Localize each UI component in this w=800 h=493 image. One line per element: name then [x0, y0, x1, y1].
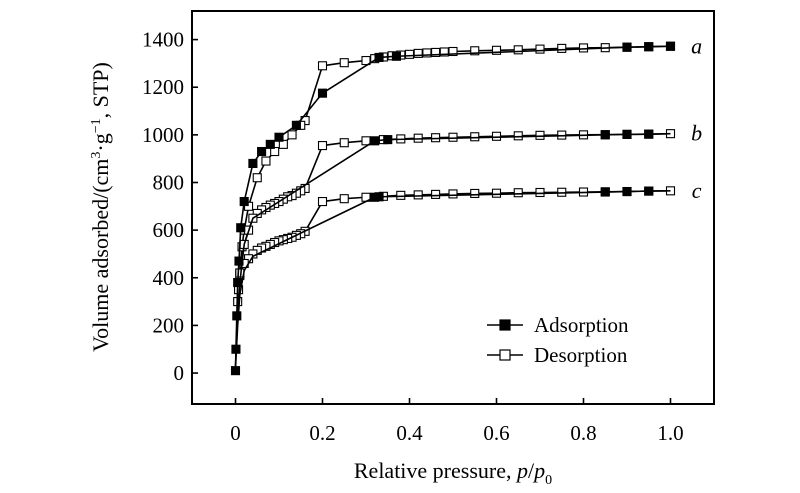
data-point-b-adsorption	[600, 130, 610, 140]
data-point-a-desorption	[261, 156, 271, 166]
data-point-a-adsorption	[391, 51, 402, 61]
y-tick-label: 1200	[142, 75, 184, 99]
data-point-c-desorption	[448, 189, 458, 199]
y-tick-label: 800	[153, 170, 185, 194]
data-point-a-desorption	[339, 58, 349, 68]
data-point-c-desorption	[535, 187, 545, 198]
series-labels: a b c	[691, 33, 702, 203]
data-point-a-adsorption	[257, 146, 267, 157]
y-tick-label: 400	[153, 266, 185, 290]
x-axis-ticks: 0 0.2 0.4 0.6 0.8 1.0	[230, 398, 684, 445]
data-point-c-adsorption	[622, 186, 632, 197]
y-tick-label: 0	[174, 361, 185, 385]
data-point-a-desorption	[491, 45, 502, 55]
data-point-a-desorption	[404, 49, 415, 59]
data-point-a-adsorption	[236, 223, 246, 233]
series-line-a-desorption	[236, 45, 671, 302]
data-point-b-desorption	[361, 136, 371, 146]
data-point-a-adsorption	[622, 42, 632, 52]
data-point-a-adsorption	[665, 41, 676, 51]
x-tick-label: 0.6	[483, 421, 509, 445]
data-point-c-desorption	[431, 189, 441, 199]
data-point-a-adsorption	[274, 132, 284, 142]
data-point-a-desorption	[557, 43, 567, 53]
data-point-b-desorption	[448, 132, 458, 142]
legend: Adsorption Desorption	[487, 313, 629, 367]
series-label-b: b	[691, 121, 702, 146]
x-tick-label: 0.4	[396, 421, 423, 445]
data-point-a-adsorption	[644, 42, 654, 52]
series-label-c: c	[692, 178, 702, 203]
data-point-c-desorption	[513, 188, 523, 198]
data-point-b-desorption	[491, 131, 502, 141]
series-label-a: a	[691, 33, 702, 58]
data-point-a-adsorption	[239, 197, 249, 207]
plot-frame	[191, 10, 715, 405]
y-tick-label: 1000	[142, 123, 184, 147]
data-point-c-adsorption	[374, 192, 384, 202]
data-point-c-adsorption	[644, 186, 654, 196]
data-point-a-desorption	[422, 48, 432, 58]
data-point-b-adsorption	[370, 136, 380, 146]
data-point-a-desorption	[413, 48, 423, 58]
data-point-a-desorption	[470, 46, 480, 56]
series-layer	[230, 41, 676, 376]
data-point-c-adsorption	[600, 187, 610, 197]
data-point-a-desorption	[317, 61, 328, 71]
data-point-b-adsorption	[622, 129, 632, 139]
y-axis-ticks: 0 200 400 600 800 1000 1200 1400	[142, 28, 198, 385]
data-point-b-desorption	[535, 130, 545, 140]
data-point-a-desorption	[535, 44, 545, 54]
series-line-b-desorption	[239, 132, 671, 276]
y-tick-label: 200	[153, 313, 185, 337]
data-point-c-desorption	[491, 188, 502, 198]
data-point-a-desorption	[513, 45, 523, 55]
y-axis-title: Volume adsorbed/(cm3·g−1, STP)	[88, 62, 113, 352]
x-tick-label: 1.0	[657, 421, 683, 445]
data-point-b-desorption	[339, 138, 349, 148]
data-point-c-desorption	[413, 190, 423, 200]
x-tick-label: 0.8	[570, 421, 596, 445]
x-tick-label: 0	[230, 421, 241, 445]
legend-adsorption-label: Adsorption	[534, 313, 629, 337]
data-point-c-desorption	[470, 188, 480, 198]
data-point-b-adsorption	[644, 129, 654, 139]
legend-desorption-marker	[499, 349, 511, 361]
data-point-c-desorption	[317, 197, 328, 207]
data-point-a-adsorption	[248, 158, 258, 168]
data-point-a-desorption	[287, 130, 297, 140]
data-point-a-desorption	[252, 173, 262, 183]
data-point-a-desorption	[431, 47, 441, 57]
data-point-a-desorption	[439, 47, 449, 57]
legend-item-adsorption: Adsorption	[487, 313, 629, 337]
data-point-a-adsorption	[265, 139, 275, 149]
data-point-a-adsorption	[317, 88, 328, 98]
legend-adsorption-marker	[499, 319, 511, 331]
series-a-desorption	[233, 41, 676, 307]
data-point-a-adsorption	[374, 52, 384, 63]
x-axis-title: Relative pressure, p/p0	[354, 458, 552, 488]
data-point-c-desorption	[339, 194, 349, 204]
data-point-b-adsorption	[383, 135, 393, 145]
data-point-a-desorption	[578, 43, 589, 53]
y-tick-label: 600	[153, 218, 185, 242]
data-point-c-desorption	[396, 190, 406, 200]
y-tick-label: 1400	[142, 28, 184, 52]
series-b-desorption	[235, 129, 676, 280]
data-point-a-desorption	[361, 55, 371, 66]
series-c-adsorption	[234, 186, 671, 370]
legend-item-desorption: Desorption	[487, 343, 628, 367]
data-point-a-adsorption	[291, 120, 301, 130]
legend-desorption-label: Desorption	[534, 343, 628, 367]
data-point-a-desorption	[448, 46, 458, 57]
data-point-b-desorption	[513, 131, 523, 141]
x-tick-label: 0.2	[309, 421, 335, 445]
data-point-b-desorption	[470, 132, 480, 142]
data-point-b-desorption	[317, 141, 328, 151]
